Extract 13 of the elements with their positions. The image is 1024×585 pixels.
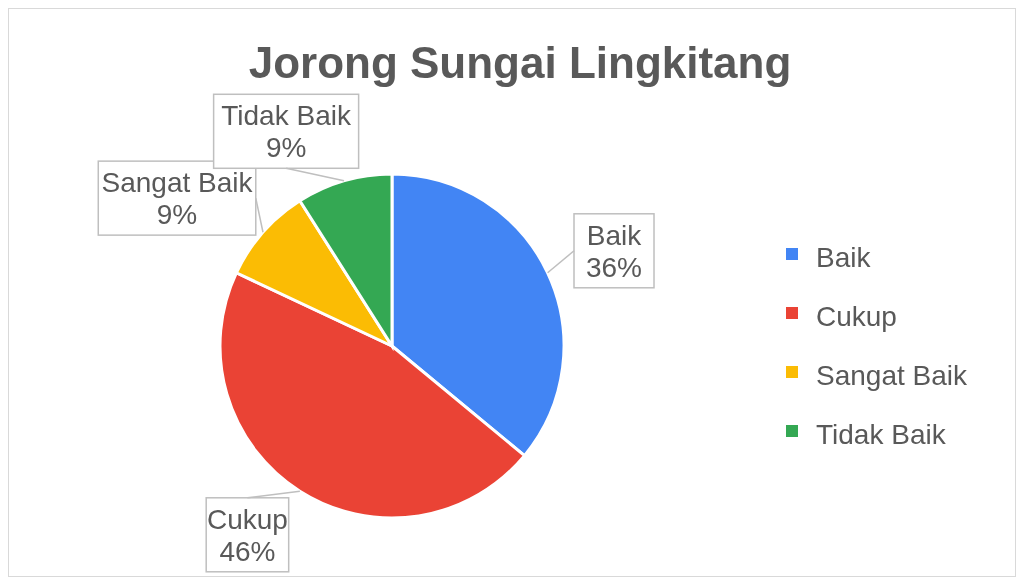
slice-label: Sangat Baik — [101, 167, 254, 199]
slice-label: Tidak Baik — [221, 100, 352, 132]
legend-label: Sangat Baik — [816, 360, 968, 392]
data-label: 9% — [156, 199, 198, 231]
slice-label: Baik — [586, 219, 643, 251]
data-label: 9% — [265, 132, 307, 164]
legend-label: Cukup — [816, 301, 897, 333]
chart-title: Jorong Sungai Lingkitang — [248, 38, 792, 87]
legend-label: Tidak Baik — [816, 419, 947, 451]
legend-label: Baik — [816, 242, 872, 274]
data-label: 46% — [219, 535, 276, 567]
slice-label: Cukup — [206, 503, 288, 535]
data-label: 36% — [585, 251, 643, 283]
